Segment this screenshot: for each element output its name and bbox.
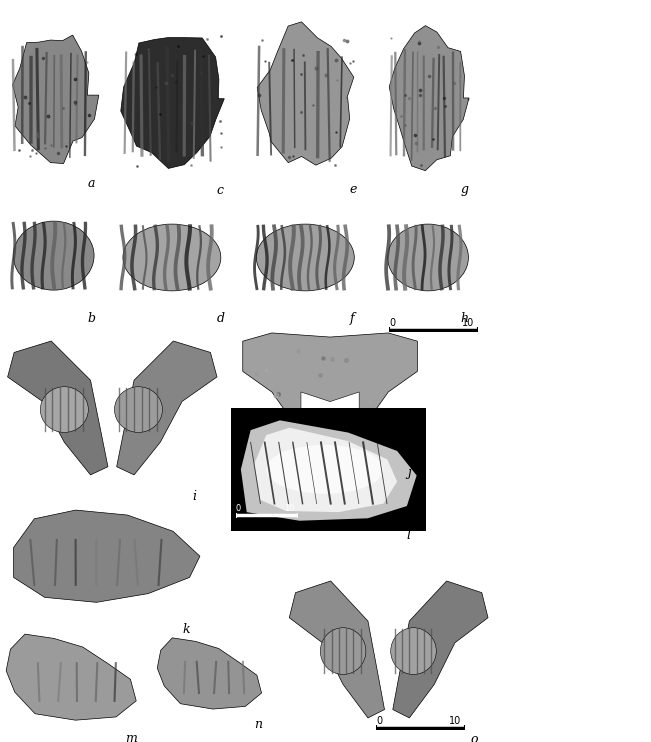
Ellipse shape <box>391 628 436 674</box>
Polygon shape <box>233 330 427 467</box>
Polygon shape <box>158 638 262 709</box>
Ellipse shape <box>123 224 221 291</box>
Polygon shape <box>3 198 104 313</box>
Polygon shape <box>244 19 367 184</box>
Polygon shape <box>117 341 217 475</box>
Text: m: m <box>125 732 137 742</box>
Text: 10: 10 <box>462 318 475 328</box>
Polygon shape <box>257 22 353 165</box>
Polygon shape <box>378 19 478 184</box>
Ellipse shape <box>115 387 163 433</box>
Polygon shape <box>244 202 367 313</box>
Text: e: e <box>350 183 357 196</box>
Polygon shape <box>389 26 469 171</box>
Text: a: a <box>88 177 96 190</box>
Polygon shape <box>121 38 225 168</box>
Polygon shape <box>6 634 136 720</box>
Text: b: b <box>88 312 96 325</box>
Text: g: g <box>460 183 468 196</box>
Polygon shape <box>243 333 417 453</box>
Polygon shape <box>393 581 488 718</box>
Text: n: n <box>254 718 262 732</box>
Polygon shape <box>231 408 426 531</box>
Polygon shape <box>3 19 104 178</box>
Text: h: h <box>460 312 468 325</box>
Text: 10: 10 <box>284 505 294 513</box>
Text: c: c <box>217 184 224 197</box>
Text: 0: 0 <box>376 716 382 726</box>
Polygon shape <box>12 35 99 163</box>
Text: j: j <box>407 466 411 479</box>
Polygon shape <box>241 420 417 521</box>
Polygon shape <box>14 510 200 603</box>
Ellipse shape <box>13 221 94 290</box>
Text: 0: 0 <box>236 505 241 513</box>
Text: k: k <box>182 623 190 637</box>
Ellipse shape <box>256 224 354 291</box>
Text: d: d <box>217 312 225 325</box>
Polygon shape <box>111 19 233 186</box>
Text: f: f <box>350 312 354 325</box>
Polygon shape <box>155 631 271 720</box>
Polygon shape <box>378 202 478 313</box>
Text: 10: 10 <box>449 716 462 726</box>
Polygon shape <box>111 202 233 313</box>
Ellipse shape <box>320 628 366 674</box>
Text: o: o <box>470 733 478 742</box>
Ellipse shape <box>40 387 89 433</box>
Polygon shape <box>289 581 385 718</box>
Polygon shape <box>3 328 221 491</box>
Polygon shape <box>285 568 492 735</box>
Ellipse shape <box>266 445 383 494</box>
Ellipse shape <box>388 224 469 291</box>
Text: l: l <box>407 529 411 542</box>
Polygon shape <box>301 392 359 429</box>
Text: 0: 0 <box>389 318 395 328</box>
Polygon shape <box>8 341 108 475</box>
Polygon shape <box>255 427 397 512</box>
Polygon shape <box>3 500 210 625</box>
Polygon shape <box>3 626 148 733</box>
Text: i: i <box>192 490 196 503</box>
